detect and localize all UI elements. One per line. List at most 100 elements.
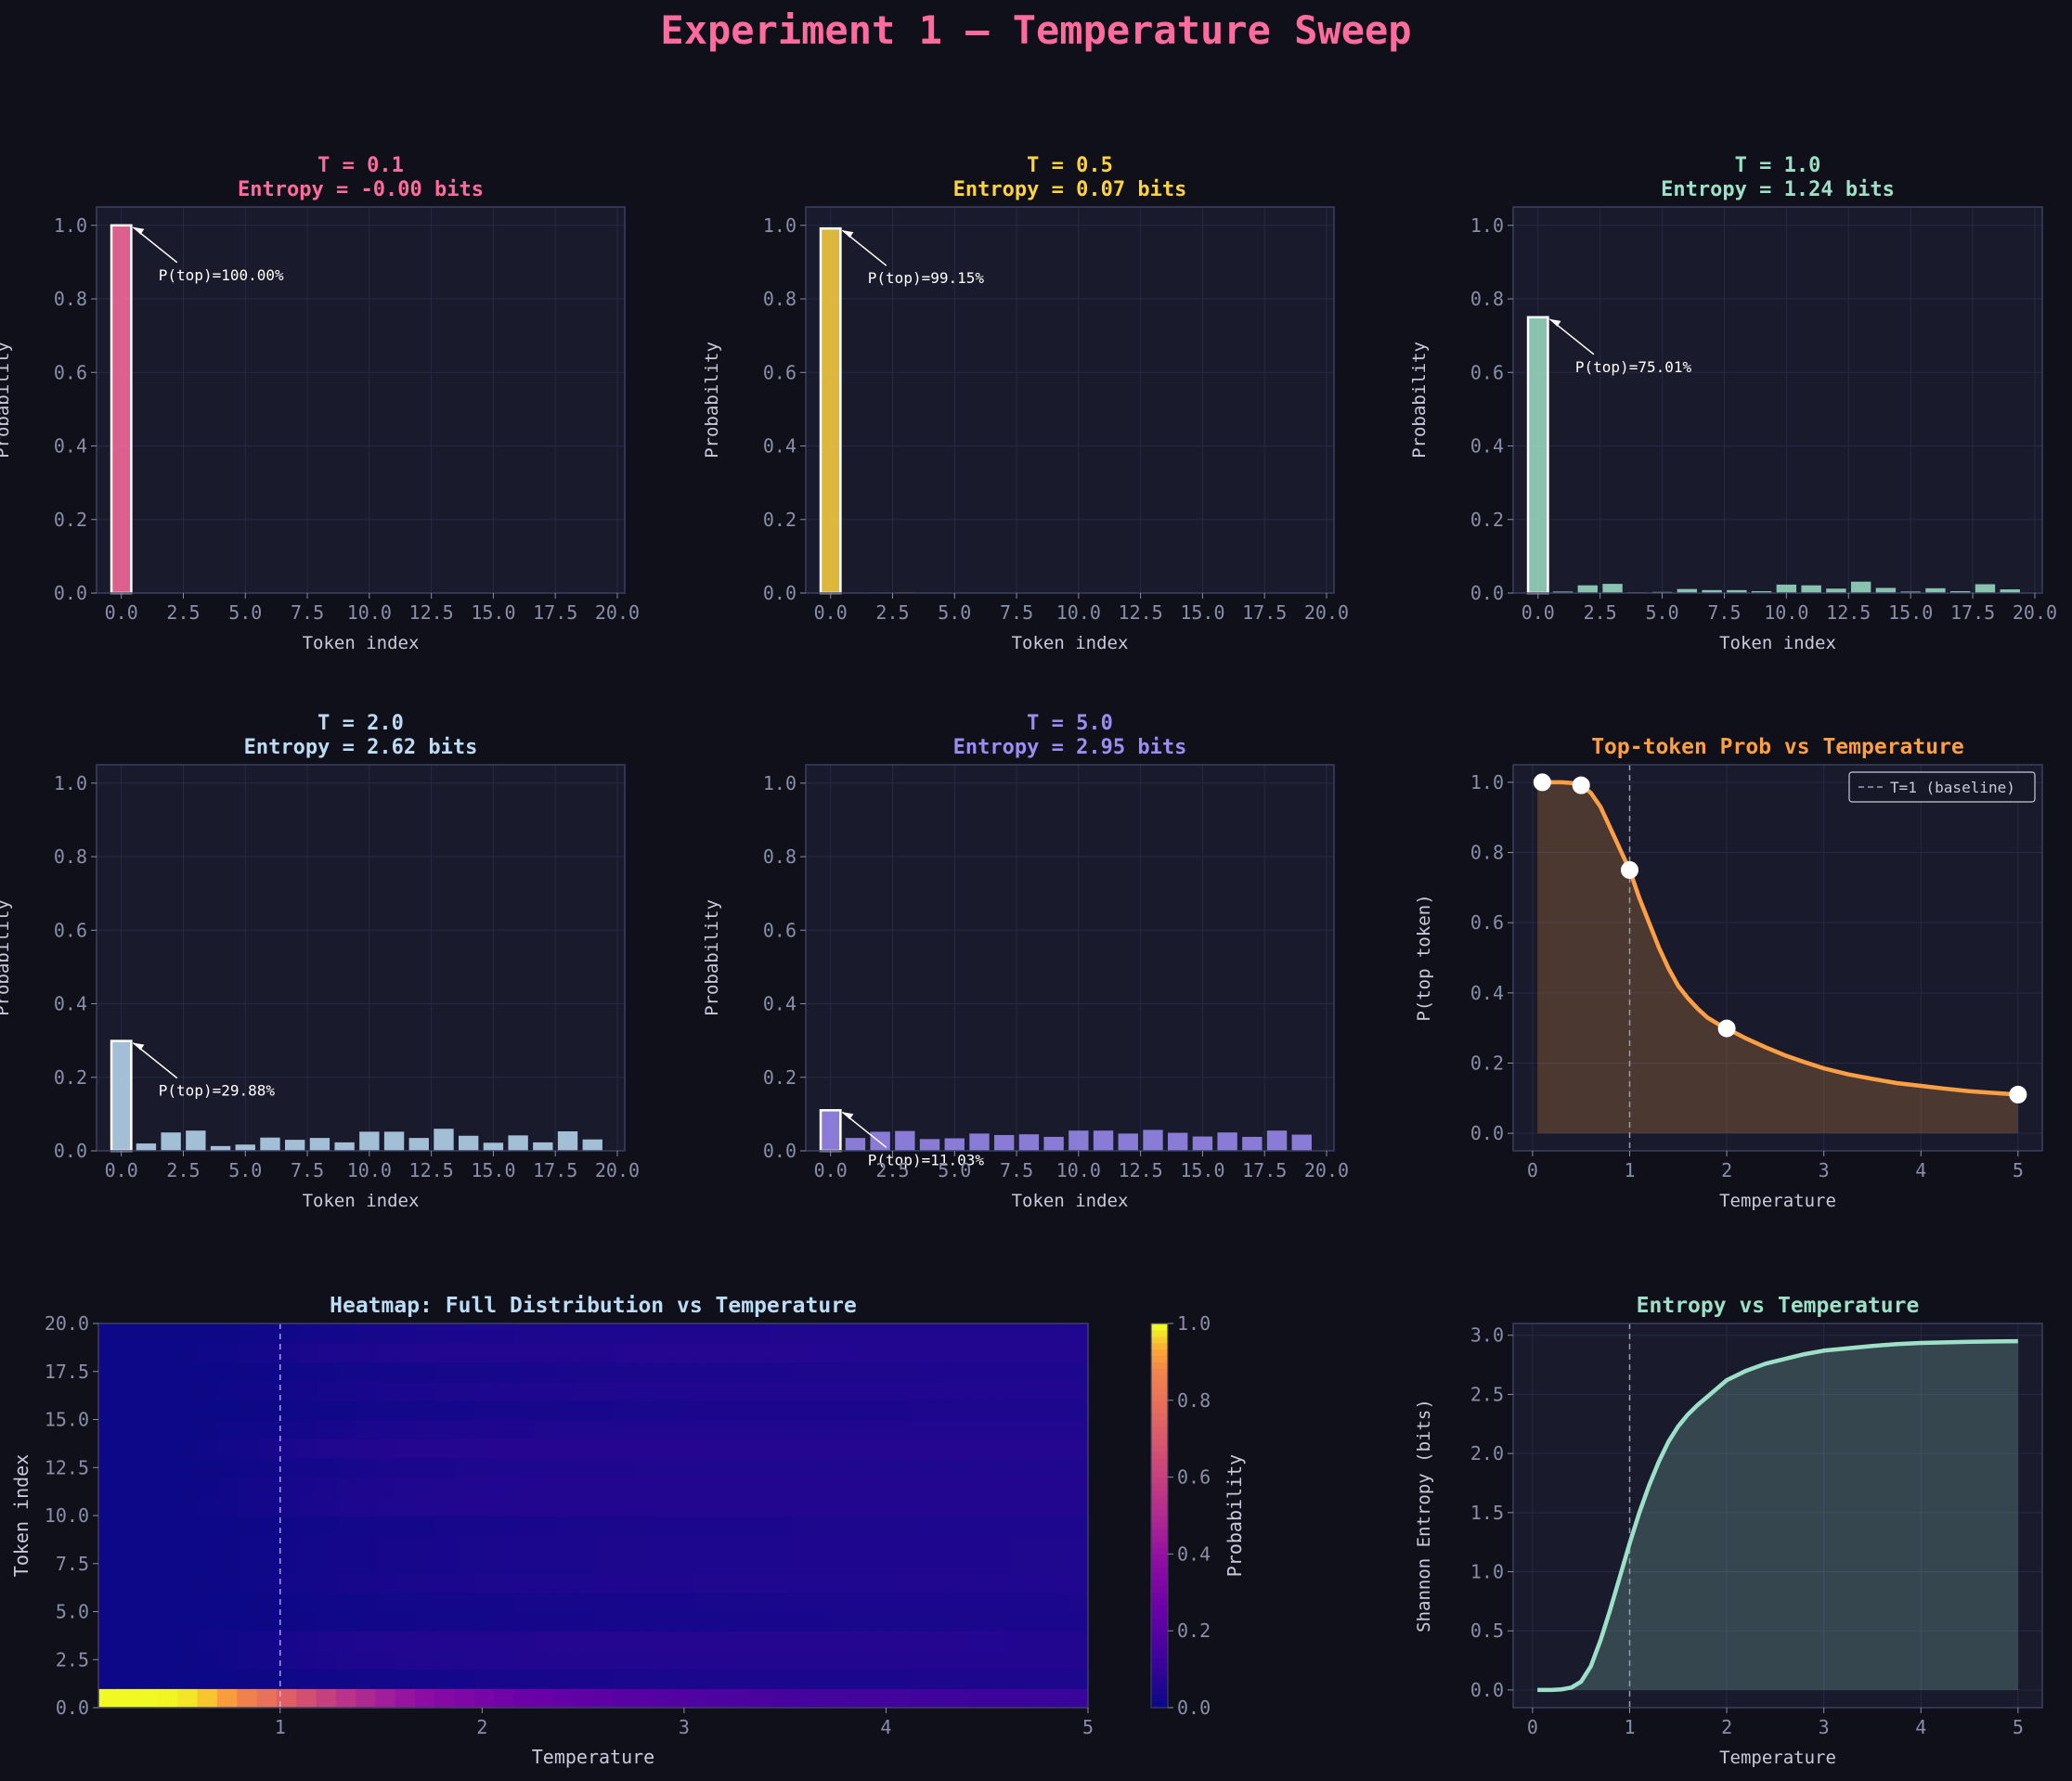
- plot-area: [806, 207, 1334, 593]
- heatmap-cell: [870, 1323, 891, 1344]
- heatmap-cell: [177, 1419, 199, 1439]
- heatmap-cell: [929, 1631, 951, 1651]
- heatmap-cell: [335, 1477, 356, 1497]
- heatmap-cell: [1068, 1611, 1089, 1632]
- heatmap-cell: [810, 1516, 832, 1536]
- heatmap-cell: [910, 1516, 931, 1536]
- heatmap-cell: [573, 1496, 594, 1516]
- bar: [1801, 585, 1821, 593]
- heatmap-cell: [613, 1573, 634, 1594]
- heatmap-cell: [335, 1419, 356, 1439]
- heatmap-cell: [989, 1381, 1010, 1401]
- heatmap-cell: [1068, 1323, 1089, 1344]
- x-tick-label: 20.0: [1304, 1159, 1349, 1181]
- heatmap-cell: [652, 1323, 673, 1344]
- heatmap-cell: [415, 1381, 436, 1401]
- heatmap-cell: [434, 1400, 456, 1421]
- x-tick-label: 10.0: [1764, 601, 1808, 624]
- heatmap-cell: [494, 1362, 515, 1382]
- heatmap-cell: [256, 1516, 278, 1536]
- heatmap-cell: [256, 1631, 278, 1651]
- heatmap-cell: [534, 1439, 554, 1459]
- heatmap-cell: [534, 1534, 554, 1555]
- x-tick-label: 5.0: [228, 601, 262, 624]
- heatmap-cell: [513, 1516, 535, 1536]
- heatmap-cell: [157, 1592, 178, 1613]
- y-tick-label: 0.0: [1470, 1679, 1504, 1701]
- heatmap-cell: [98, 1611, 119, 1632]
- bar: [1702, 589, 1722, 593]
- heatmap-cell: [850, 1631, 872, 1651]
- heatmap-cell: [474, 1496, 495, 1516]
- heatmap-cell: [1029, 1419, 1049, 1439]
- heatmap-cell: [850, 1381, 872, 1401]
- heatmap-cell: [593, 1496, 614, 1516]
- data-point-marker: [2009, 1085, 2027, 1103]
- heatmap-cell: [434, 1323, 456, 1344]
- heatmap-cell: [632, 1439, 654, 1459]
- y-tick-label: 0.6: [763, 919, 796, 941]
- y-axis-label: Probability: [702, 899, 722, 1016]
- x-tick-label: 15.0: [1180, 601, 1224, 624]
- line-chart-panel-5: Top-token Prob vs Temperature T=1 (baseli…: [1414, 735, 2043, 1211]
- heatmap-cell: [870, 1631, 891, 1651]
- heatmap-cell: [1029, 1592, 1049, 1613]
- bar: [1168, 1132, 1188, 1151]
- heatmap-cell: [256, 1400, 278, 1421]
- heatmap-cell: [810, 1573, 832, 1594]
- heatmap-cell: [356, 1477, 377, 1497]
- heatmap-cell: [157, 1400, 178, 1421]
- heatmap-cell: [632, 1362, 654, 1382]
- bar-top-token: [110, 1039, 133, 1153]
- heatmap-cell: [1048, 1573, 1069, 1594]
- heatmap-cell: [573, 1669, 594, 1689]
- bar: [1975, 584, 1996, 593]
- plot-area: [97, 765, 625, 1151]
- y-tick-label: 2.0: [1470, 1442, 1504, 1465]
- heatmap-cell: [692, 1457, 713, 1478]
- heatmap-cell: [395, 1457, 416, 1478]
- heatmap-cell: [474, 1573, 495, 1594]
- bar: [1776, 584, 1797, 593]
- heatmap-cell: [296, 1439, 317, 1459]
- heatmap-cell: [316, 1323, 337, 1344]
- x-tick-label: 15.0: [471, 601, 515, 624]
- bar: [309, 1138, 330, 1151]
- heatmap-cell: [118, 1534, 139, 1555]
- heatmap-cell: [177, 1592, 199, 1613]
- heatmap-cell: [237, 1631, 258, 1651]
- heatmap-cell: [830, 1381, 851, 1401]
- heatmap-cell: [810, 1592, 832, 1613]
- heatmap-cell: [197, 1554, 218, 1574]
- heatmap-cell: [98, 1688, 119, 1709]
- y-axis-label: Token index: [10, 1454, 32, 1577]
- y-tick-label: 1.5: [1470, 1502, 1504, 1524]
- heatmap-cell: [672, 1381, 693, 1401]
- heatmap-cell: [732, 1649, 753, 1671]
- heatmap-cell: [711, 1611, 732, 1632]
- heatmap-cell: [454, 1611, 475, 1632]
- heatmap-cell: [513, 1554, 535, 1574]
- colorbar-segment: [1151, 1413, 1168, 1421]
- heatmap-cell: [791, 1592, 812, 1613]
- colorbar-segment: [1151, 1464, 1168, 1472]
- heatmap-cell: [1029, 1554, 1049, 1574]
- heatmap-cell: [98, 1342, 119, 1362]
- heatmap-cell: [494, 1631, 515, 1651]
- heatmap-cell: [751, 1419, 772, 1439]
- x-tick-label: 5: [1082, 1716, 1094, 1738]
- heatmap-cell: [613, 1534, 634, 1555]
- heatmap-cell: [356, 1323, 377, 1344]
- heatmap-cell: [395, 1649, 416, 1671]
- heatmap-cell: [652, 1342, 673, 1362]
- heatmap-cell: [949, 1457, 970, 1478]
- heatmap-cell: [296, 1649, 317, 1671]
- heatmap-cell: [296, 1573, 317, 1594]
- heatmap-cell: [732, 1573, 753, 1594]
- x-tick-label: 2: [476, 1716, 487, 1738]
- x-tick-label: 2.5: [875, 1159, 909, 1181]
- chart-title: Heatmap: Full Distribution vs Temperatur…: [330, 1294, 857, 1318]
- heatmap-cell: [1029, 1362, 1049, 1382]
- bar: [895, 1130, 915, 1151]
